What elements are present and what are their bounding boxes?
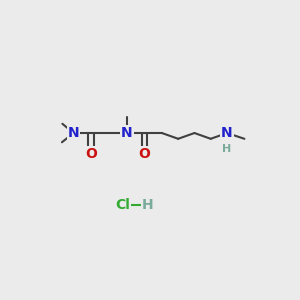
Text: N: N: [68, 126, 79, 140]
Text: H: H: [222, 144, 232, 154]
Text: Cl: Cl: [115, 198, 130, 212]
Text: O: O: [85, 147, 97, 161]
Text: O: O: [139, 147, 150, 161]
Text: N: N: [221, 126, 233, 140]
Text: H: H: [142, 198, 154, 212]
Text: N: N: [121, 126, 133, 140]
